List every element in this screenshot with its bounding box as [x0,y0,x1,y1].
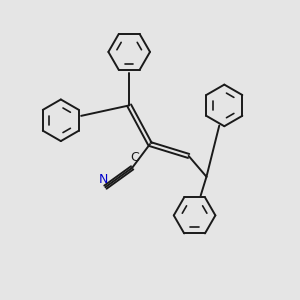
Text: N: N [99,173,109,186]
Text: C: C [130,151,139,164]
